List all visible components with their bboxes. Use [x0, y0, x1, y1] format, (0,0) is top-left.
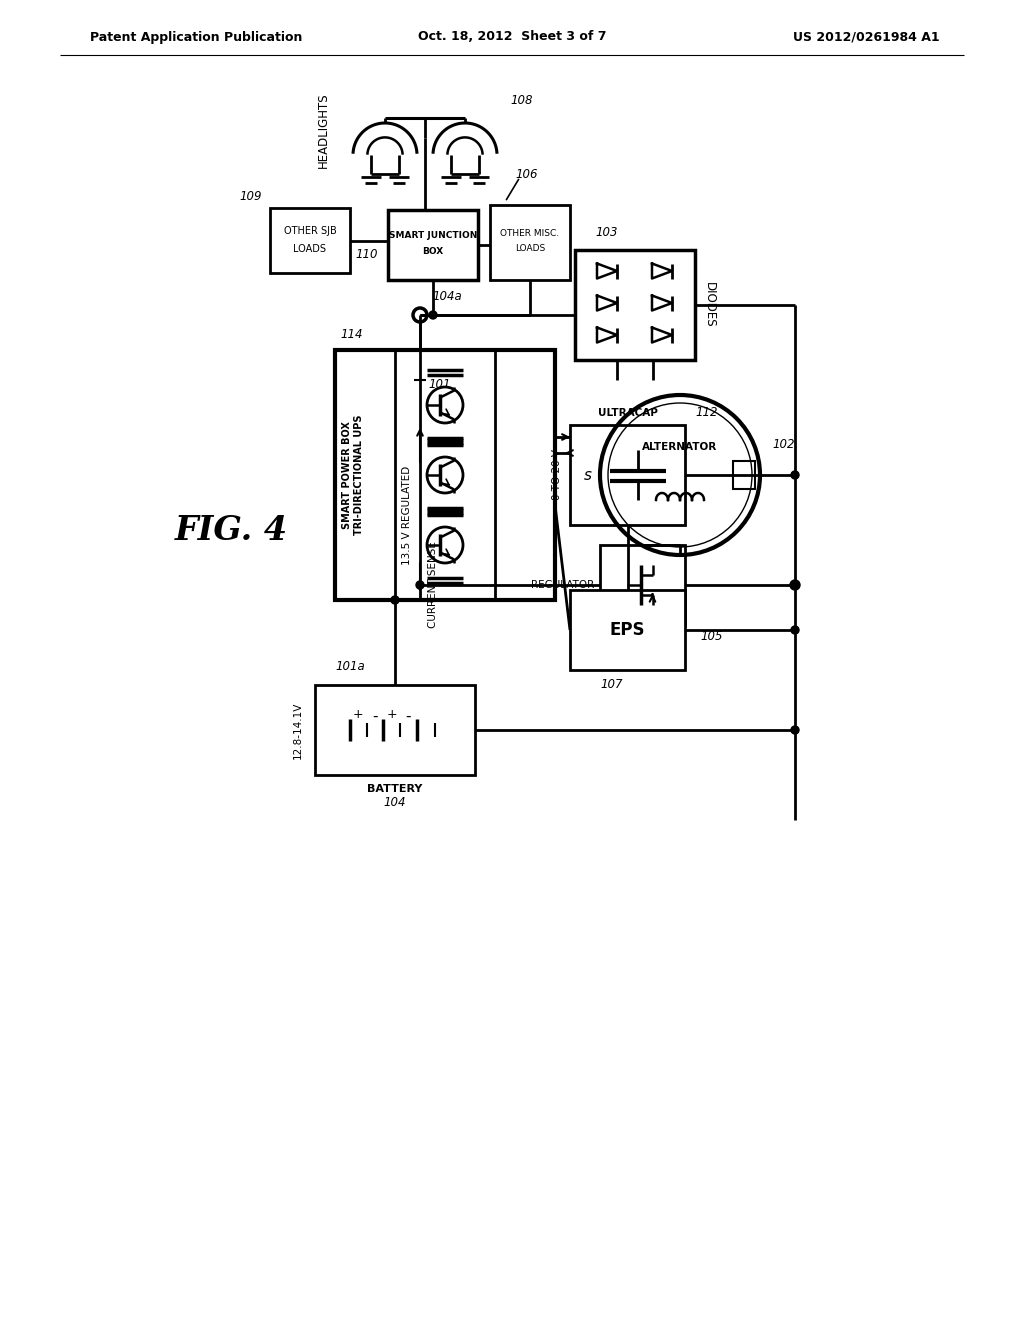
Circle shape — [416, 581, 424, 589]
Text: LOADS: LOADS — [515, 244, 545, 253]
Circle shape — [791, 726, 799, 734]
Text: 103: 103 — [595, 226, 617, 239]
Circle shape — [391, 597, 399, 605]
Text: EPS: EPS — [609, 620, 645, 639]
Text: OTHER SJB: OTHER SJB — [284, 227, 336, 236]
Bar — [733, 461, 755, 488]
Text: 105: 105 — [700, 631, 723, 644]
Text: FIG. 4: FIG. 4 — [175, 513, 288, 546]
Text: 108: 108 — [510, 94, 532, 107]
Bar — [270, 209, 350, 273]
Circle shape — [791, 471, 799, 479]
Text: +: + — [352, 708, 364, 721]
Text: 107: 107 — [600, 678, 623, 692]
Text: SMART JUNCTION: SMART JUNCTION — [389, 231, 477, 240]
Text: Oct. 18, 2012  Sheet 3 of 7: Oct. 18, 2012 Sheet 3 of 7 — [418, 30, 606, 44]
Bar — [315, 685, 475, 775]
Bar — [600, 545, 685, 624]
Text: LOADS: LOADS — [294, 243, 327, 253]
Text: SMART POWER BOX
TRI-DIRECTIONAL UPS: SMART POWER BOX TRI-DIRECTIONAL UPS — [342, 414, 364, 535]
Bar — [490, 205, 570, 280]
Text: 101a: 101a — [335, 660, 365, 673]
Text: 109: 109 — [240, 190, 262, 202]
Text: REGULATOR: REGULATOR — [530, 579, 594, 590]
Bar — [570, 425, 685, 525]
Bar — [575, 249, 695, 360]
Bar — [335, 350, 555, 601]
Text: 104a: 104a — [432, 290, 462, 304]
Text: +: + — [387, 708, 397, 721]
Text: -: - — [406, 709, 411, 723]
Text: 104: 104 — [384, 796, 407, 809]
Circle shape — [790, 579, 800, 590]
Text: BATTERY: BATTERY — [368, 784, 423, 795]
Text: 112: 112 — [695, 407, 718, 420]
Text: DIODES: DIODES — [703, 282, 716, 327]
Text: CURRENT SENSE: CURRENT SENSE — [428, 541, 438, 628]
Text: BOX: BOX — [422, 247, 443, 256]
Bar — [605, 461, 627, 488]
Text: s: s — [584, 467, 592, 483]
Text: Patent Application Publication: Patent Application Publication — [90, 30, 302, 44]
Text: 0 TO 20 V: 0 TO 20 V — [552, 450, 562, 500]
Text: 101: 101 — [428, 379, 451, 392]
Text: 102: 102 — [772, 438, 795, 451]
Circle shape — [429, 312, 437, 319]
Text: 114: 114 — [340, 329, 362, 342]
Text: HEADLIGHTS: HEADLIGHTS — [317, 92, 330, 168]
Text: 12.8-14.1V: 12.8-14.1V — [293, 701, 303, 759]
Text: 110: 110 — [355, 248, 378, 261]
Text: ALTERNATOR: ALTERNATOR — [642, 442, 718, 451]
Text: US 2012/0261984 A1: US 2012/0261984 A1 — [794, 30, 940, 44]
Bar — [570, 590, 685, 671]
Circle shape — [791, 626, 799, 634]
Text: -: - — [373, 709, 378, 723]
Text: OTHER MISC.: OTHER MISC. — [501, 228, 559, 238]
Text: 13.5 V REGULATED: 13.5 V REGULATED — [402, 466, 412, 565]
Text: ULTRACAP: ULTRACAP — [598, 408, 657, 418]
Text: 106: 106 — [515, 169, 538, 181]
Bar — [388, 210, 478, 280]
